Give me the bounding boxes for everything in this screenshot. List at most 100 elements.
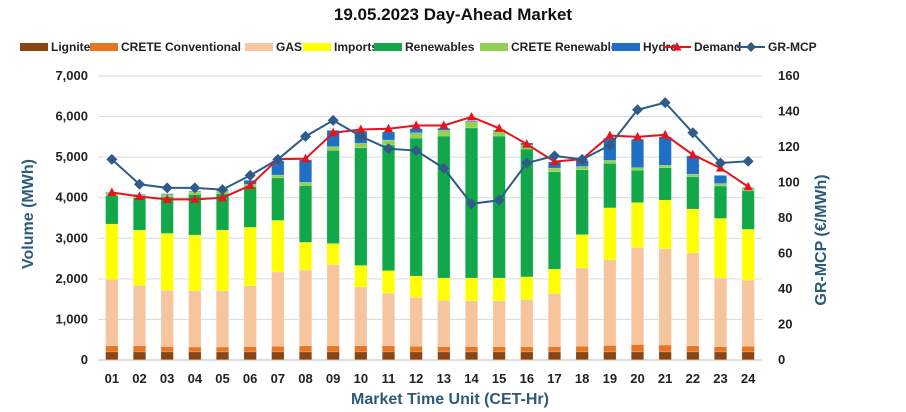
- point-demand: [190, 194, 200, 203]
- bar-crete-conventional: [409, 345, 423, 353]
- bar-lignite: [603, 351, 617, 361]
- bar-hydro: [382, 131, 395, 141]
- axes: 01,0002,0003,0004,0005,0006,0007,0000204…: [55, 68, 799, 386]
- bar-crete-renewables: [465, 121, 478, 129]
- point-demand: [660, 129, 670, 139]
- x-tick-label: 11: [382, 371, 396, 386]
- x-tick-label: 06: [243, 371, 257, 386]
- bar-lignite: [686, 351, 700, 361]
- legend-label-crete-conventional: CRETE Conventional: [121, 40, 241, 54]
- point-gr-mcp: [244, 169, 256, 181]
- point-gr-mcp: [300, 130, 311, 142]
- bar-lignite: [216, 351, 229, 361]
- bar-imports: [105, 223, 119, 280]
- point-demand: [384, 123, 393, 133]
- point-gr-mcp: [576, 153, 588, 165]
- legend-label-gr-mcp: GR-MCP: [768, 40, 817, 54]
- line-gr-mcp: [111, 101, 749, 205]
- point-gr-mcp: [438, 162, 450, 174]
- point-gr-mcp: [161, 182, 173, 194]
- legend-marker-gr-mcp: [746, 42, 756, 52]
- bar-renewables: [382, 144, 395, 271]
- bar-gas: [243, 285, 257, 347]
- point-demand: [218, 192, 227, 202]
- bar-gas: [741, 279, 755, 347]
- bar-crete-conventional: [492, 346, 506, 353]
- x-tick-label: 23: [713, 371, 727, 386]
- bar-lignite: [299, 351, 312, 361]
- point-demand: [633, 131, 642, 141]
- bar-renewables: [548, 171, 561, 270]
- bar-gas: [548, 293, 561, 347]
- y2-tick-label: 40: [778, 281, 792, 296]
- bar-lignite: [492, 351, 506, 361]
- bar-renewables: [437, 135, 451, 279]
- bar-lignite: [105, 351, 119, 361]
- legend-label-crete-renewables: CRETE Renewables: [511, 40, 625, 54]
- legend-marker-demand: [672, 42, 682, 51]
- point-gr-mcp: [604, 139, 616, 151]
- bar-crete-conventional: [631, 344, 644, 353]
- bar-renewables: [575, 169, 589, 235]
- legend-label-imports: Imports: [334, 40, 378, 54]
- point-demand: [162, 194, 172, 203]
- bar-crete-conventional: [714, 346, 727, 353]
- bar-crete-renewables: [326, 146, 340, 151]
- line-demand: [111, 115, 749, 201]
- bar-crete-conventional: [382, 345, 395, 353]
- bar-lignite: [658, 351, 672, 361]
- bar-gas: [216, 290, 229, 348]
- bar-crete-conventional: [299, 345, 312, 353]
- bar-crete-conventional: [465, 346, 478, 353]
- bar-imports: [548, 268, 561, 294]
- point-gr-mcp: [134, 178, 145, 190]
- bar-imports: [465, 277, 478, 302]
- bar-crete-conventional: [354, 345, 368, 353]
- point-gr-mcp: [327, 114, 339, 126]
- bar-renewables: [299, 185, 312, 243]
- bar-crete-renewables: [631, 167, 644, 171]
- point-demand: [743, 181, 753, 191]
- x-tick-label: 03: [160, 371, 174, 386]
- x-tick-label: 18: [575, 371, 589, 386]
- bar-crete-renewables: [271, 174, 285, 179]
- point-gr-mcp: [272, 153, 284, 165]
- bar-hydro: [714, 175, 727, 184]
- x-tick-label: 22: [686, 371, 700, 386]
- bar-renewables: [603, 162, 617, 209]
- bar-gas: [188, 290, 202, 348]
- legend-swatch-crete-conventional: [90, 43, 118, 51]
- bar-lignite: [741, 351, 755, 361]
- bar-gas: [492, 300, 506, 347]
- bar-imports: [271, 220, 285, 273]
- y-tick-label: 7,000: [55, 68, 88, 83]
- legend-label-gas: GAS: [276, 40, 302, 54]
- point-gr-mcp: [493, 194, 505, 206]
- point-gr-mcp: [106, 153, 118, 165]
- bar-imports: [216, 229, 229, 291]
- legend-label-lignite: Lignite: [51, 40, 91, 54]
- bar-gas: [299, 269, 312, 347]
- x-tick-label: 01: [105, 371, 119, 386]
- bar-imports: [299, 242, 312, 271]
- bar-renewables: [105, 195, 119, 225]
- point-demand: [467, 111, 476, 121]
- bar-crete-conventional: [326, 345, 340, 353]
- bar-imports: [575, 234, 589, 269]
- bar-imports: [686, 208, 700, 254]
- point-gr-mcp: [521, 157, 533, 169]
- y-tick-label: 1,000: [55, 311, 88, 326]
- bar-hydro: [299, 159, 312, 183]
- point-gr-mcp: [466, 198, 477, 210]
- x-tick-label: 15: [492, 371, 506, 386]
- y2-tick-label: 60: [778, 246, 792, 261]
- bar-crete-conventional: [133, 345, 146, 353]
- bar-crete-conventional: [520, 346, 534, 353]
- point-demand: [688, 149, 698, 159]
- point-gr-mcp: [659, 97, 671, 109]
- bar-lignite: [575, 351, 589, 361]
- point-gr-mcp: [687, 127, 699, 139]
- bar-hydro: [409, 128, 423, 134]
- bar-gas: [160, 289, 174, 347]
